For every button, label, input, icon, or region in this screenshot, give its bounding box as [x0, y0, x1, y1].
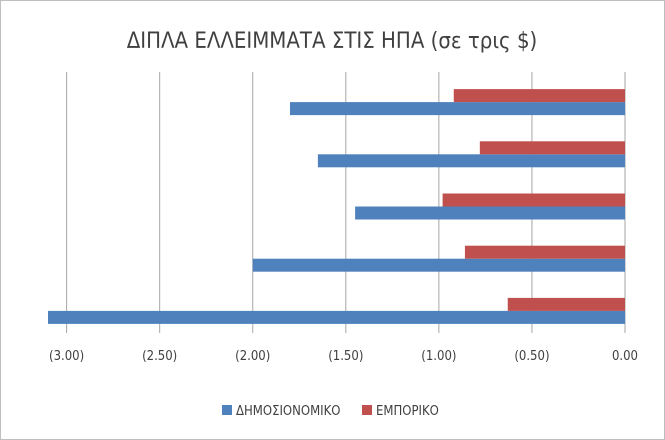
bar-fiscal	[48, 310, 625, 324]
bar-fiscal	[252, 258, 625, 272]
bar-fiscal	[289, 102, 625, 116]
legend-label: ΔΗΜΟΣΙΟΝΟΜΙΚΟ	[236, 404, 341, 419]
legend: ΔΗΜΟΣΙΟΝΟΜΙΚΟ ΕΜΠΟΡΙΚΟ	[222, 404, 439, 419]
legend-item-trade: ΕΜΠΟΡΙΚΟ	[362, 404, 439, 419]
bar-fiscal	[317, 154, 625, 168]
x-tick-labels: (3.00) (2.50) (2.00) (1.50) (1.00) (0.50) 0.00	[49, 349, 638, 364]
x-tick-label: (1.50)	[328, 349, 363, 364]
bar-trade	[507, 297, 625, 311]
bars	[48, 89, 625, 324]
x-tick-label: (1.00)	[421, 349, 456, 364]
x-tick-label: 0.00	[612, 349, 638, 364]
x-tick-label: (3.00)	[49, 349, 84, 364]
bar-trade	[479, 141, 625, 155]
x-tick-label: (2.00)	[235, 349, 270, 364]
legend-label: ΕΜΠΟΡΙΚΟ	[376, 404, 439, 419]
bar-fiscal	[355, 206, 625, 220]
chart-title: ΔΙΠΛΑ ΕΛΛΕΙΜΜΑΤΑ ΣΤΙΣ ΗΠΑ (σε τρις $)	[127, 29, 538, 54]
bar-trade	[453, 89, 625, 103]
x-tick-label: (2.50)	[142, 349, 177, 364]
legend-item-fiscal: ΔΗΜΟΣΙΟΝΟΜΙΚΟ	[222, 404, 341, 419]
legend-swatch	[362, 405, 372, 415]
bar-trade	[442, 193, 625, 207]
bar-trade	[464, 245, 625, 259]
x-tick-label: (0.50)	[514, 349, 549, 364]
legend-swatch	[222, 405, 232, 415]
